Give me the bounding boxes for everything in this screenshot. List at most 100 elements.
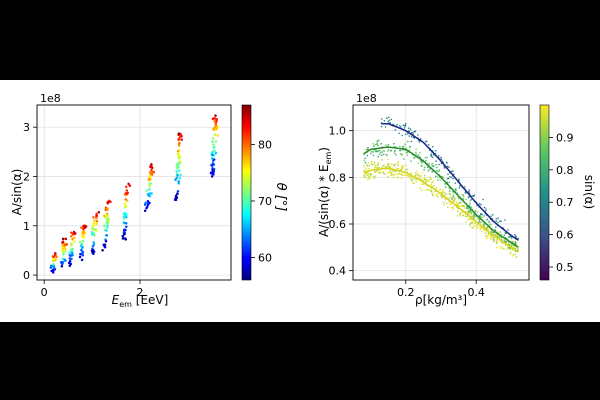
right-scatter-point [452, 205, 455, 208]
left-scatter-point [174, 196, 177, 200]
right-x-tick-label: 0.2 [397, 286, 415, 299]
right-scatter-point [432, 180, 435, 182]
right-scatter-point [467, 219, 470, 221]
right-scatter-point [419, 138, 422, 140]
right-scatter-point [365, 163, 368, 166]
right-scatter-point [456, 210, 459, 212]
right-scatter-point [517, 247, 520, 250]
right-scatter-point [494, 234, 496, 236]
left-y-tick-label: 2 [23, 170, 30, 183]
left-scatter-point [214, 125, 217, 128]
right-scatter-point [392, 174, 395, 176]
right-scatter-point [449, 193, 451, 196]
left-scatter-point [128, 184, 132, 187]
left-colorbar-label: θ [°] [273, 183, 288, 212]
right-colorbar-tick-label: 0.8 [556, 164, 574, 177]
right-scatter-point [421, 183, 423, 185]
left-scatter-point [61, 237, 65, 241]
right-scatter-point [426, 180, 429, 182]
left-scatter-point [103, 244, 106, 248]
right-scatter-point [449, 203, 452, 205]
right-scatter-point [469, 202, 472, 205]
right-scatter-point [467, 196, 470, 199]
left-scatter-point [78, 255, 82, 259]
right-scatter-point [434, 190, 437, 193]
right-scatter-point [383, 153, 385, 156]
left-scatter-point [63, 244, 67, 247]
left-scatter-point [178, 160, 181, 163]
left-scatter-point [95, 212, 98, 216]
right-scatter-point [473, 194, 476, 196]
right-scatter-point [478, 202, 481, 205]
right-scatter-point [412, 178, 415, 180]
right-scatter-point [395, 154, 398, 156]
right-scatter-point [364, 173, 367, 175]
right-scatter-point [407, 127, 410, 129]
right-scatter-point [441, 191, 443, 194]
right-scatter-point [505, 248, 508, 251]
right-scatter-point [436, 195, 438, 197]
left-y-tick-label: 3 [23, 121, 30, 134]
right-scatter-point [512, 253, 515, 256]
right-scatter-point [462, 204, 465, 207]
right-scatter-point [403, 127, 406, 129]
left-scatter-point [80, 248, 83, 252]
right-fit-line [363, 167, 519, 253]
right-scatter-point [418, 141, 421, 143]
right-scatter-point [492, 237, 494, 239]
left-scatter-point [101, 249, 104, 252]
right-scatter-point [387, 175, 389, 178]
right-scatter-point [446, 178, 449, 180]
right-scatter-point [425, 189, 427, 191]
right-scatter-point [387, 171, 390, 174]
right-scatter-point [452, 194, 455, 196]
right-scatter-point [378, 166, 381, 169]
right-scatter-point [419, 159, 422, 162]
right-scatter-point [390, 169, 392, 172]
right-scatter-point [410, 136, 413, 138]
left-scatter-point [106, 224, 109, 227]
right-scatter-point [377, 163, 380, 166]
right-scatter-point [404, 143, 406, 146]
left-scatter-point [122, 216, 126, 220]
right-scatter-point [368, 177, 371, 180]
left-scatter-point [65, 243, 69, 246]
left-scatter-point [177, 132, 181, 135]
right-scatter-point [462, 194, 465, 196]
right-scatter-point [471, 215, 473, 217]
right-scatter-point [509, 251, 512, 254]
right-scatter-point [445, 186, 447, 189]
right-scatter-point [449, 196, 451, 199]
right-scatter-point [364, 176, 367, 179]
right-scatter-point [464, 186, 466, 188]
left-scatter-point [109, 200, 112, 204]
right-scatter-point [385, 168, 387, 171]
right-scatter-point [397, 164, 399, 167]
right-scatter-point [385, 166, 388, 168]
right-scatter-point [443, 167, 446, 169]
right-scatter-point [374, 143, 377, 146]
left-scatter-point [90, 226, 94, 230]
right-scatter-point [377, 155, 380, 158]
left-scatter-point [212, 163, 216, 166]
left-scatter-point [68, 259, 72, 263]
right-scatter-point [429, 190, 432, 192]
right-scatter-point [428, 179, 430, 181]
left-scatter-point [73, 240, 76, 243]
right-scatter-point [366, 154, 369, 157]
left-scatter-point [125, 225, 128, 228]
right-scatter-point [414, 174, 417, 177]
right-scatter-point [469, 209, 471, 212]
right-scatter-point [401, 164, 404, 167]
right-scatter-point [503, 240, 506, 242]
right-scatter-point [427, 144, 430, 146]
left-y-axis-label: A/sin(α) [10, 169, 24, 216]
left-scatter-point [103, 214, 106, 218]
right-scatter-point [492, 214, 494, 216]
right-scatter-point [510, 244, 513, 246]
right-scatter-point [370, 173, 373, 176]
right-scatter-point [414, 172, 417, 174]
right-scatter-point [448, 181, 451, 184]
right-scatter-point [419, 156, 422, 159]
right-scatter-point [453, 199, 456, 201]
